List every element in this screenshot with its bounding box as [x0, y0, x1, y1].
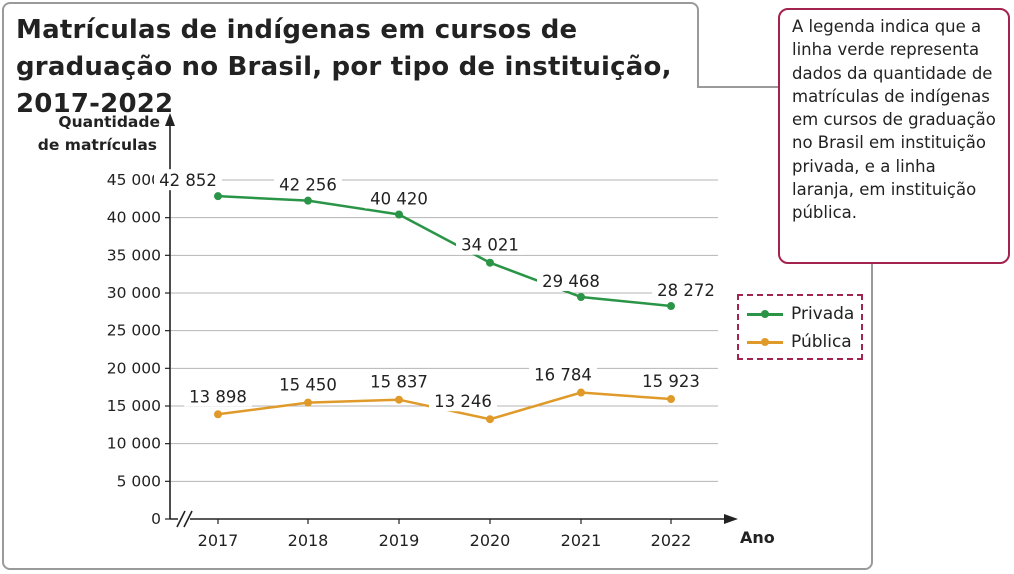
x-tick-label: 2017: [198, 531, 239, 550]
data-label: 15 923: [642, 372, 700, 391]
y-tick-label: 40 000: [107, 209, 161, 227]
y-tick-label: 35 000: [107, 246, 161, 264]
data-label: 13 246: [434, 392, 492, 411]
data-label: 42 852: [159, 171, 217, 190]
data-label: 28 272: [657, 281, 715, 300]
data-point: [667, 302, 675, 311]
data-label-bg: [184, 385, 252, 407]
data-label-bg: [529, 363, 597, 385]
data-label-bg: [274, 373, 342, 395]
legend-swatch-publica: [747, 331, 783, 353]
x-tick-label: 2019: [379, 531, 420, 550]
data-point: [486, 258, 494, 267]
data-point: [577, 293, 585, 302]
title-box: Matrículas de indígenas em cursos de gra…: [2, 2, 699, 119]
data-label: 13 898: [189, 387, 247, 406]
x-tick-label: 2022: [651, 531, 692, 550]
data-label-bg: [637, 370, 705, 392]
data-point: [667, 395, 675, 404]
y-tick-label: 5 000: [117, 472, 161, 490]
data-point: [304, 398, 312, 407]
legend-label-publica: Pública: [791, 332, 852, 352]
legend-label-privada: Privada: [791, 304, 855, 324]
data-label: 42 256: [279, 176, 337, 195]
legend-item-privada: Privada: [747, 303, 854, 325]
legend-item-publica: Pública: [747, 331, 852, 353]
data-point: [214, 410, 222, 419]
legend: Privada Pública: [737, 294, 863, 360]
data-label: 15 450: [279, 376, 337, 395]
axes: [165, 113, 738, 528]
data-label-bg: [652, 279, 720, 301]
data-label-bg: [429, 390, 497, 412]
data-labels: 42 852 42 256 40 420 34 021 29 468 28 272 13 8…: [154, 169, 720, 412]
data-label-bg: [537, 270, 605, 292]
data-point: [577, 388, 585, 397]
chart-frame: [2, 86, 873, 570]
legend-explanation-callout: A legenda indica que a linha verde repre…: [778, 8, 1010, 264]
y-tick-label: 20 000: [107, 359, 161, 377]
series-line-privada: [217, 194, 672, 308]
data-point: [395, 395, 403, 404]
x-axis-label: Ano: [740, 528, 775, 547]
data-label-bg: [456, 233, 524, 255]
data-label: 16 784: [534, 366, 592, 385]
data-label: 29 468: [542, 272, 600, 291]
y-axis-arrow: [165, 113, 175, 126]
data-point: [214, 192, 222, 201]
y-tick-label: 0: [151, 510, 161, 528]
x-axis-arrow: [724, 514, 738, 524]
y-tick-label: 45 000: [107, 171, 161, 189]
y-axis-label-line2: de matrículas: [38, 136, 157, 154]
data-label-bg: [154, 169, 222, 191]
chart-title: Matrículas de indígenas em cursos de gra…: [16, 15, 672, 119]
x-tick-label: 2020: [470, 531, 511, 550]
axis-break-gap: [178, 511, 190, 527]
data-label: 15 837: [370, 373, 428, 392]
x-tick-label: 2021: [561, 531, 602, 550]
y-tick-label: 25 000: [107, 322, 161, 340]
axis-break-mark: [183, 510, 193, 528]
data-point: [486, 415, 494, 424]
y-tick-label: 30 000: [107, 284, 161, 302]
data-label-bg: [365, 370, 433, 392]
y-tick-labels: 0 5 000 10 000 15 000 20 000 25 000 30 000 35 0…: [107, 171, 161, 528]
x-tick-label: 2018: [288, 531, 329, 550]
data-point: [304, 196, 312, 205]
grid-lines: [165, 179, 718, 520]
data-label: 40 420: [370, 190, 428, 209]
axis-break-mark: [176, 510, 186, 528]
y-axis-label-line1: Quantidade: [58, 113, 160, 131]
data-label-bg: [274, 173, 342, 195]
x-tick-labels: 2017 2018 2019 2020 2021 2022: [198, 519, 692, 550]
y-tick-label: 15 000: [107, 397, 161, 415]
y-tick-label: 10 000: [107, 435, 161, 453]
data-label: 34 021: [461, 236, 519, 255]
data-label-bg: [365, 187, 433, 209]
legend-swatch-privada: [747, 303, 783, 325]
data-point: [395, 210, 403, 219]
